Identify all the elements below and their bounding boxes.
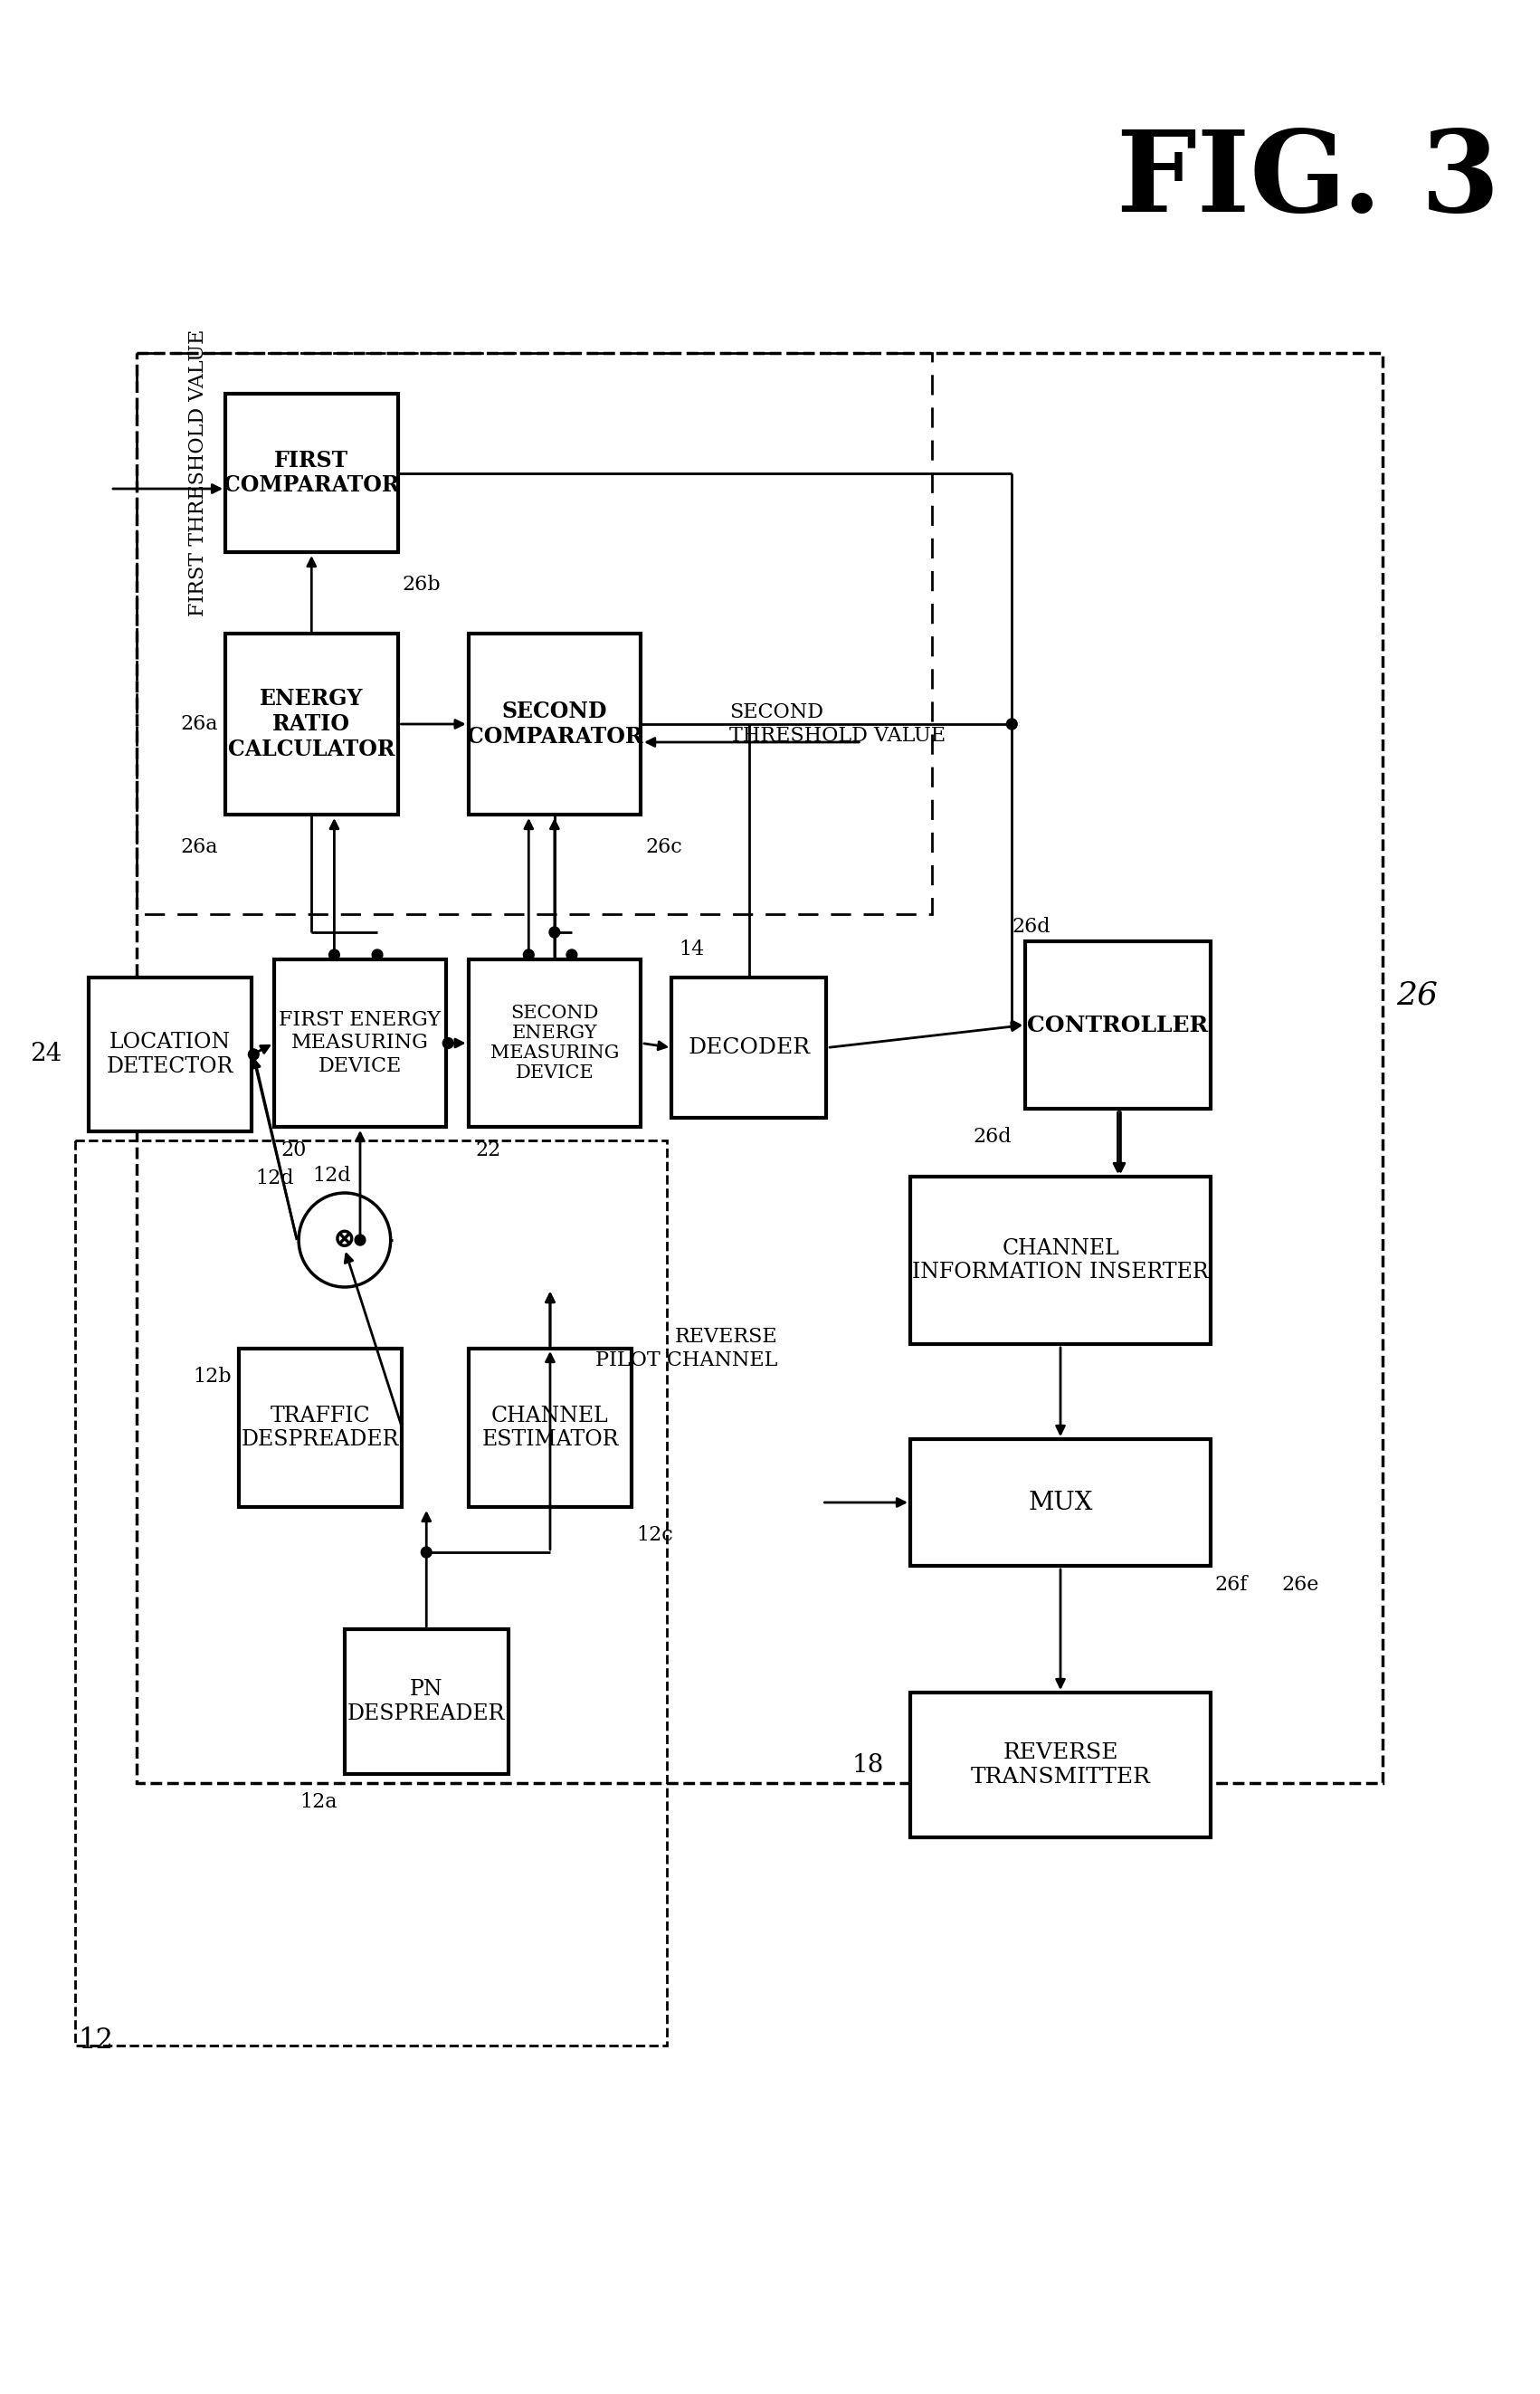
Bar <box>1026 941 1210 1108</box>
Bar <box>910 1693 1210 1836</box>
Circle shape <box>567 950 578 960</box>
Bar <box>88 977 253 1132</box>
Circle shape <box>354 1235 365 1245</box>
Circle shape <box>550 926 561 938</box>
Text: FIRST THRESHOLD VALUE: FIRST THRESHOLD VALUE <box>188 330 208 618</box>
Text: 24: 24 <box>29 1041 62 1068</box>
Text: SECOND
THRESHOLD VALUE: SECOND THRESHOLD VALUE <box>728 701 946 745</box>
Bar <box>345 1630 508 1774</box>
Text: 12: 12 <box>77 2028 112 2054</box>
Text: ENERGY
RATIO
CALCULATOR: ENERGY RATIO CALCULATOR <box>228 687 394 761</box>
Text: DECODER: DECODER <box>688 1037 810 1058</box>
Text: 26c: 26c <box>645 838 682 857</box>
Text: 12b: 12b <box>192 1367 231 1386</box>
Text: 12d: 12d <box>313 1166 351 1185</box>
Bar <box>671 977 827 1118</box>
Text: FIG. 3: FIG. 3 <box>1116 127 1500 235</box>
Text: 26a: 26a <box>180 838 219 857</box>
Text: CHANNEL
INFORMATION INSERTER: CHANNEL INFORMATION INSERTER <box>912 1238 1209 1283</box>
Bar <box>274 960 447 1128</box>
Bar <box>137 352 932 915</box>
Text: 26a: 26a <box>180 713 219 735</box>
Circle shape <box>373 950 382 960</box>
Text: SECOND
ENERGY
MEASURING
DEVICE: SECOND ENERGY MEASURING DEVICE <box>490 1005 619 1082</box>
Text: 22: 22 <box>476 1140 500 1161</box>
Text: SECOND
COMPARATOR: SECOND COMPARATOR <box>467 701 642 747</box>
Circle shape <box>248 1049 259 1061</box>
Text: 26b: 26b <box>402 575 440 594</box>
Text: CONTROLLER: CONTROLLER <box>1027 1015 1209 1037</box>
Text: 18: 18 <box>852 1752 884 1776</box>
Bar <box>225 634 397 814</box>
Bar <box>225 393 397 553</box>
Text: 26d: 26d <box>973 1128 1012 1147</box>
Circle shape <box>420 1547 431 1558</box>
Text: 12c: 12c <box>636 1525 673 1544</box>
Circle shape <box>1007 718 1016 730</box>
Bar <box>910 1439 1210 1566</box>
Text: PN
DESPREADER: PN DESPREADER <box>348 1678 505 1724</box>
Bar <box>75 1140 667 2044</box>
Text: 20: 20 <box>280 1140 306 1161</box>
Bar <box>910 1175 1210 1343</box>
Text: REVERSE
PILOT CHANNEL: REVERSE PILOT CHANNEL <box>596 1326 778 1369</box>
Bar <box>468 1348 631 1506</box>
Text: 26e: 26e <box>1281 1575 1318 1594</box>
Circle shape <box>524 950 534 960</box>
Text: 12a: 12a <box>300 1793 337 1812</box>
Text: 12d: 12d <box>256 1168 294 1187</box>
Circle shape <box>442 1037 453 1049</box>
Bar <box>468 634 641 814</box>
Text: 26f: 26f <box>1215 1575 1247 1594</box>
Text: TRAFFIC
DESPREADER: TRAFFIC DESPREADER <box>242 1405 399 1451</box>
Text: 14: 14 <box>679 938 704 960</box>
Bar <box>137 352 1383 1784</box>
Text: FIRST ENERGY
MEASURING
DEVICE: FIRST ENERGY MEASURING DEVICE <box>279 1010 440 1075</box>
Text: MUX: MUX <box>1029 1489 1093 1515</box>
Bar <box>239 1348 402 1506</box>
Bar <box>468 960 641 1128</box>
Text: FIRST
COMPARATOR: FIRST COMPARATOR <box>223 450 399 496</box>
Text: 26d: 26d <box>1012 917 1050 936</box>
Text: LOCATION
DETECTOR: LOCATION DETECTOR <box>106 1032 234 1077</box>
Text: CHANNEL
ESTIMATOR: CHANNEL ESTIMATOR <box>482 1405 619 1451</box>
Text: REVERSE
TRANSMITTER: REVERSE TRANSMITTER <box>970 1743 1150 1788</box>
Circle shape <box>299 1192 391 1288</box>
Circle shape <box>330 950 339 960</box>
Text: ⊗: ⊗ <box>333 1226 356 1254</box>
Text: 26: 26 <box>1397 979 1438 1010</box>
